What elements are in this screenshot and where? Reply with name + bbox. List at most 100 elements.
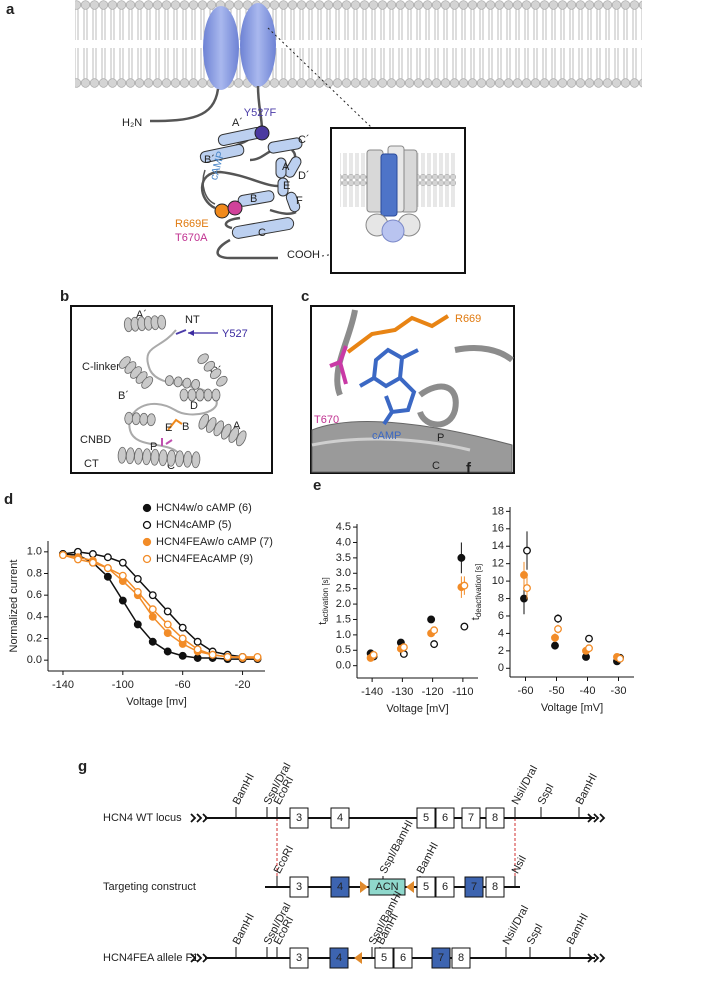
structure-label: CT: [84, 458, 99, 470]
x-tick-label: -20: [235, 679, 251, 691]
helix-ribbon: [311, 421, 513, 473]
mutation-label: Y527F: [244, 107, 277, 119]
chevron: [593, 953, 600, 963]
zoom-line: [267, 27, 373, 129]
exon: [416, 876, 436, 898]
data-point: [430, 626, 439, 635]
data-point: [148, 612, 157, 621]
data-point: [148, 605, 157, 614]
exon: [289, 876, 309, 898]
x-tick-label: -60: [518, 685, 534, 697]
site-label: BamHI: [231, 911, 257, 946]
exon: [289, 807, 309, 829]
row-label: HCN4 WT locus: [103, 812, 182, 824]
panel-label: c: [301, 288, 309, 305]
data-point: [460, 622, 469, 631]
row-label: Targeting construct: [103, 881, 196, 893]
data-point: [103, 564, 112, 573]
structure-label: B´: [118, 390, 129, 402]
y-axis-label-main: t: [470, 617, 482, 620]
exon: [416, 807, 436, 829]
channel-subunit: [380, 153, 398, 217]
exon: [485, 876, 505, 898]
data-point: [223, 652, 232, 661]
y-tick-label: 1.5: [336, 613, 351, 625]
data-point: [118, 571, 127, 580]
exon-label: 6: [442, 812, 448, 824]
y-tick-label: 6: [498, 610, 504, 622]
y-tick-label: 2.5: [336, 583, 351, 595]
data-point: [551, 641, 559, 650]
chevron: [587, 813, 594, 823]
helix-label: D´: [298, 170, 310, 182]
exon: [289, 947, 309, 969]
chevron: [190, 953, 197, 963]
arrow-head: [188, 330, 194, 336]
structure-label: B: [182, 421, 189, 433]
helix: [277, 177, 289, 197]
chevron: [202, 813, 209, 823]
site-label: BamHI: [565, 911, 591, 946]
panel-label: b: [60, 288, 69, 305]
data-point: [520, 571, 528, 579]
cassette: [368, 878, 406, 896]
y-tick-label: 0.8: [27, 567, 42, 579]
site-label: BamHI: [231, 771, 257, 806]
helix-turn: [197, 353, 209, 365]
structure-label: CNBD: [80, 434, 111, 446]
exon-label: 3: [296, 952, 302, 964]
panel-c: c R669 T670 cAMP P C: [301, 288, 515, 474]
data-point: [178, 651, 187, 660]
x-tick-label: -110: [452, 686, 473, 698]
exon: [330, 876, 350, 898]
cnbd-domain: [381, 219, 405, 243]
exon: [461, 807, 481, 829]
structure-label: Y527: [222, 328, 248, 340]
y-axis-label-subscript: activation [s]: [321, 577, 330, 621]
helix: [199, 143, 245, 164]
exon-label: 6: [400, 952, 406, 964]
c-terminus: COOH: [287, 249, 320, 261]
residue: [167, 418, 183, 431]
site-label: SspI/BamHI: [378, 818, 416, 875]
site-label: BamHI: [574, 771, 600, 806]
loxp-site: [360, 881, 368, 893]
helix-ribbon: [311, 437, 471, 452]
x-tick-label: -50: [549, 685, 565, 697]
exon: [374, 947, 394, 969]
structure-label: C: [432, 460, 440, 472]
residue: [329, 345, 348, 385]
x-tick-label: -30: [611, 685, 627, 697]
helix-turn: [164, 375, 174, 387]
helix-turn: [203, 360, 216, 372]
exon: [435, 807, 455, 829]
data-point: [163, 620, 172, 629]
exon-label: 3: [296, 812, 302, 824]
panel-label: a: [6, 1, 15, 18]
series-line: [62, 553, 258, 660]
data-point: [133, 574, 142, 583]
mutation-site: [254, 125, 270, 141]
helix-turn: [173, 376, 183, 388]
y-tick-label: 2: [498, 645, 504, 657]
residue: [175, 329, 187, 335]
x-tick-label: -120: [422, 686, 444, 698]
x-tick-label: -140: [361, 686, 383, 698]
exon: [464, 876, 484, 898]
ligand-label: cAMP: [372, 430, 401, 442]
structure-label: P: [150, 441, 157, 453]
site-label: NsiI: [510, 853, 529, 875]
helix-turn: [191, 378, 201, 390]
y-tick-label: 0.2: [27, 632, 42, 644]
helix-turn: [216, 375, 228, 387]
data-point: [585, 634, 593, 643]
membrane: [75, 0, 642, 88]
x-tick-label: -130: [391, 686, 413, 698]
structure-label: D: [190, 400, 198, 412]
y-tick-label: 4: [498, 627, 504, 639]
data-point: [399, 643, 408, 652]
data-point: [554, 614, 562, 623]
data-point: [427, 615, 436, 624]
data-point: [523, 546, 531, 555]
